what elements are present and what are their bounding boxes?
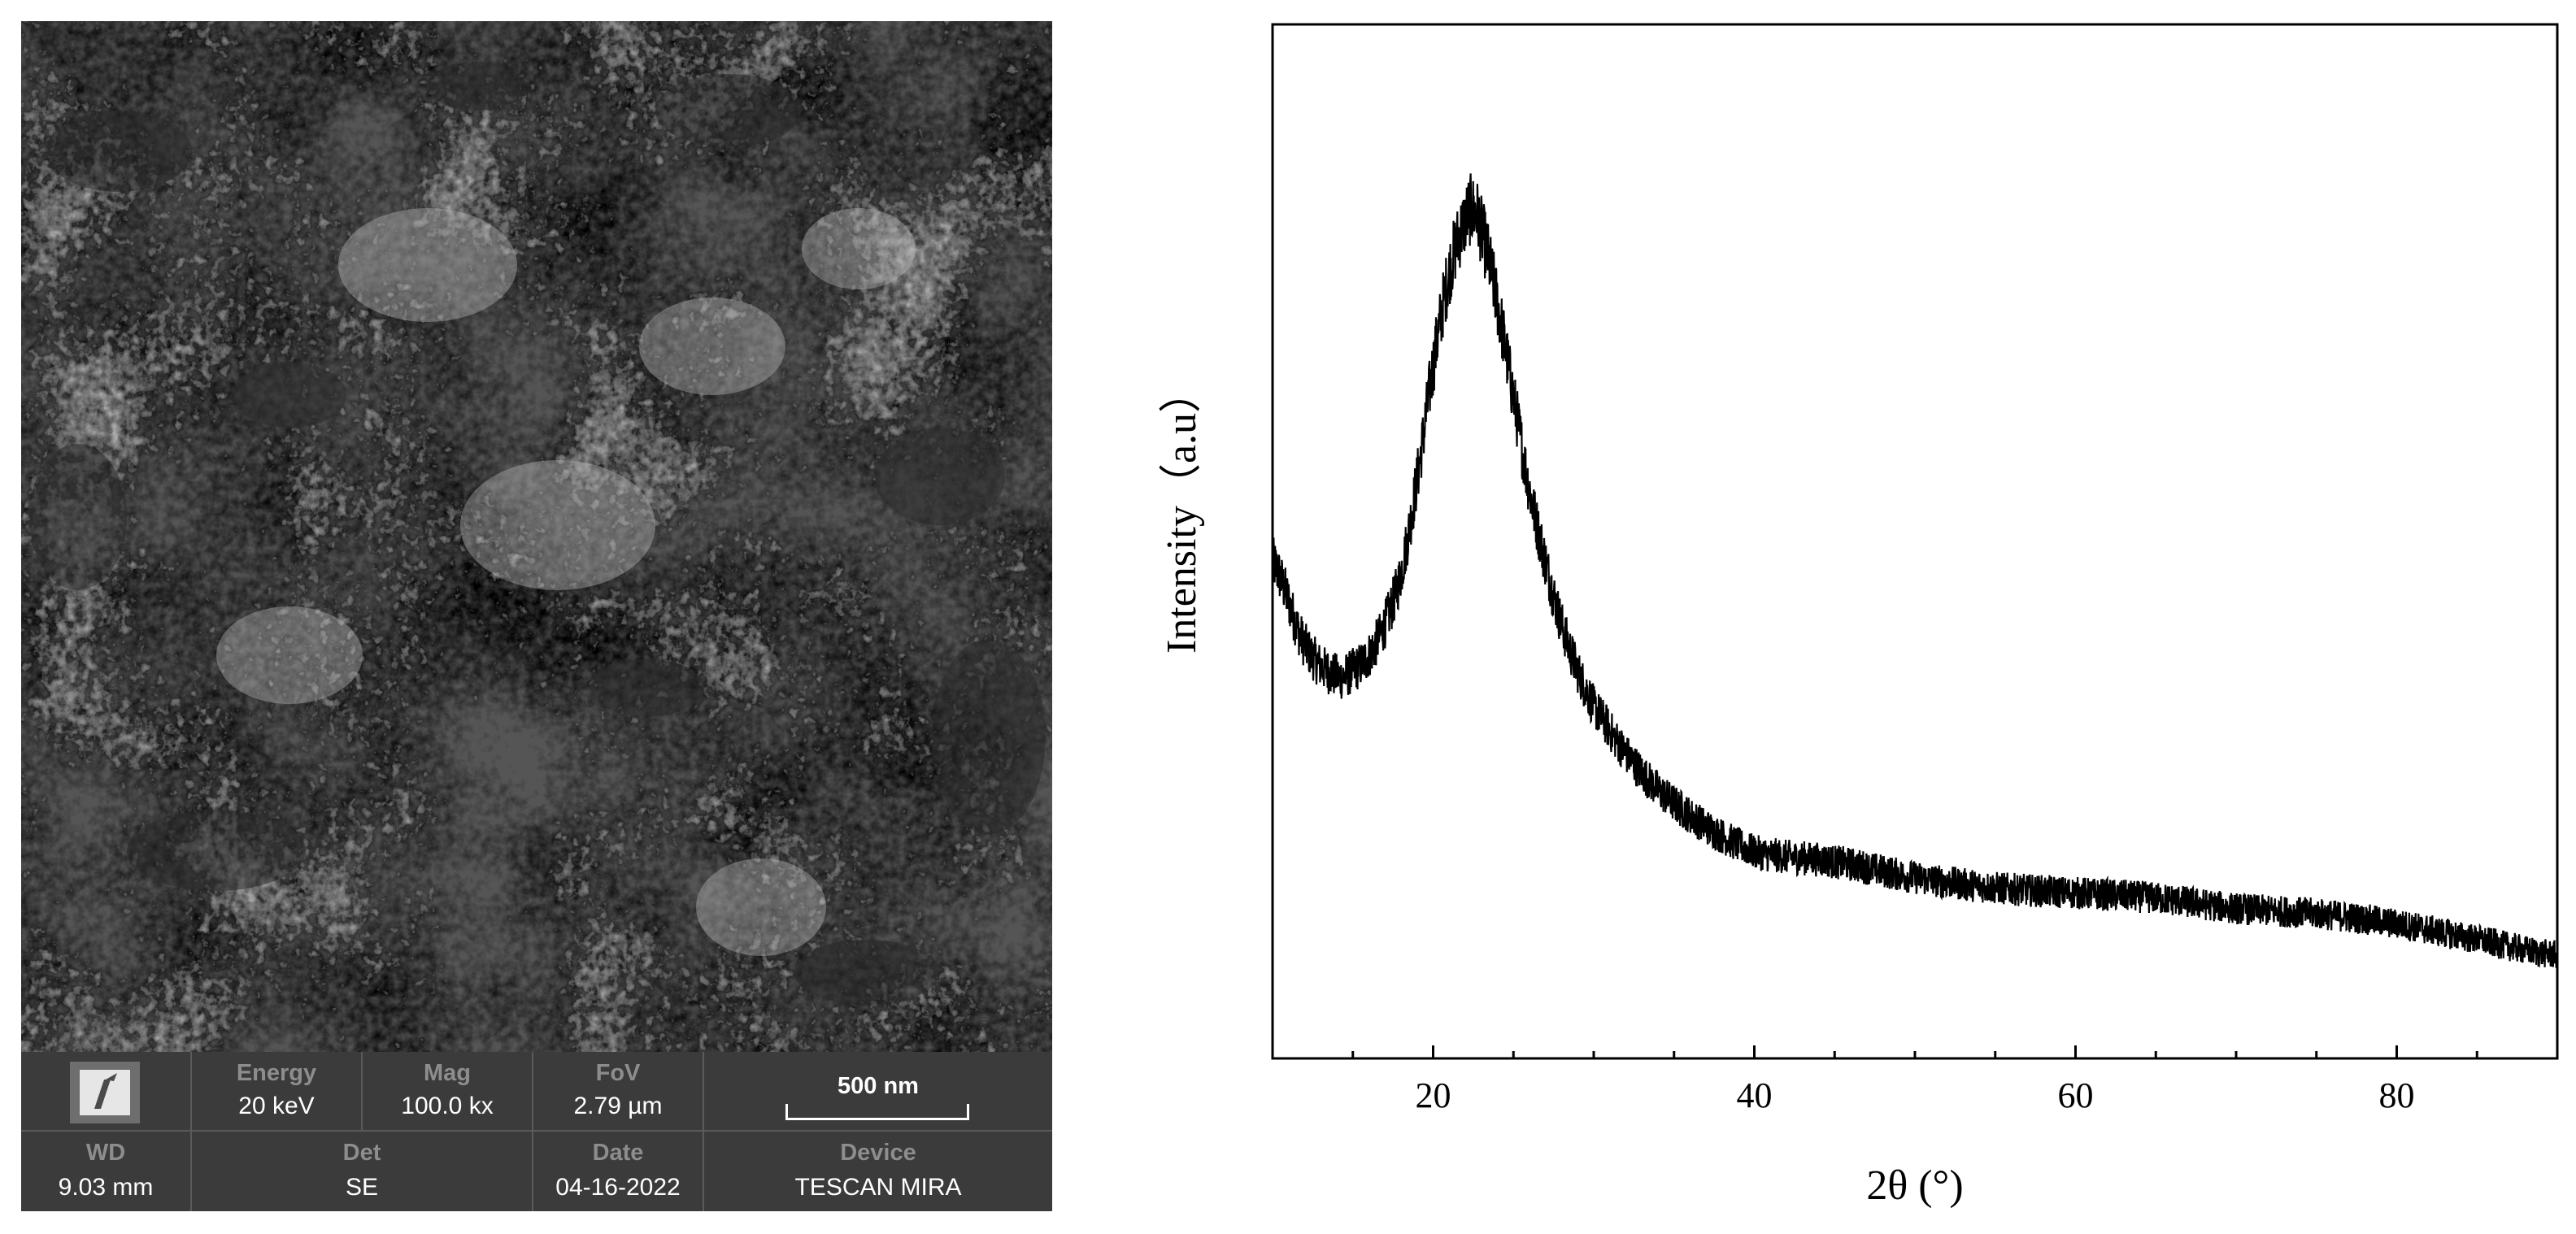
- tescan-logo: [70, 1062, 140, 1123]
- xrd-chart: 20 40 60 80 2θ (°) Intensity（a.u）: [1122, 0, 2576, 1234]
- series-line: [1271, 173, 2559, 968]
- x-tick-label: 20: [1416, 1075, 1451, 1115]
- xrd-chart-svg: 20 40 60 80 2θ (°) Intensity（a.u）: [1159, 23, 2559, 1209]
- y-axis-label: Intensity（a.u）: [1159, 371, 1205, 654]
- scale-bar-cell: 500 nm: [704, 1052, 1052, 1132]
- date-cell: Date 04-16-2022: [533, 1132, 704, 1211]
- sem-micrograph-texture: [21, 21, 1052, 1052]
- fov-cell: FoV 2.79 µm: [533, 1052, 704, 1132]
- scale-bar: [785, 1104, 969, 1120]
- x-axis-tick-labels: 20 40 60 80: [1416, 1075, 2415, 1115]
- energy-value: 20 keV: [238, 1093, 315, 1119]
- device-value: TESCAN MIRA: [794, 1174, 962, 1201]
- energy-cell: Energy 20 keV: [192, 1052, 363, 1132]
- device-cell: Device TESCAN MIRA: [704, 1132, 1052, 1211]
- date-label: Date: [592, 1140, 644, 1166]
- det-label: Det: [342, 1140, 381, 1166]
- fov-label: FoV: [595, 1060, 641, 1086]
- det-cell: Det SE: [192, 1132, 533, 1211]
- x-axis-ticks: [1351, 1045, 2478, 1058]
- wd-value: 9.03 mm: [58, 1174, 154, 1201]
- mag-value: 100.0 kx: [401, 1093, 494, 1119]
- x-tick-label: 40: [1737, 1075, 1773, 1115]
- logo-slash-icon: [94, 1073, 117, 1109]
- sem-panel: Energy 20 keV Mag 100.0 kx FoV 2.79 µm 5…: [21, 21, 1052, 1211]
- scale-bar-label: 500 nm: [838, 1073, 919, 1099]
- plot-frame: [1271, 23, 2559, 1060]
- energy-label: Energy: [236, 1060, 317, 1086]
- date-value: 04-16-2022: [555, 1174, 681, 1201]
- device-label: Device: [840, 1140, 916, 1166]
- sem-info-bar: Energy 20 keV Mag 100.0 kx FoV 2.79 µm 5…: [21, 1052, 1052, 1211]
- mag-cell: Mag 100.0 kx: [363, 1052, 533, 1132]
- logo-cell: [21, 1052, 192, 1132]
- x-axis-label: 2θ (°): [1866, 1162, 1963, 1209]
- sem-micrograph: [21, 21, 1052, 1052]
- x-tick-label: 60: [2058, 1075, 2094, 1115]
- mag-label: Mag: [424, 1060, 471, 1086]
- x-tick-label: 80: [2379, 1075, 2415, 1115]
- fov-value: 2.79 µm: [573, 1093, 663, 1119]
- det-value: SE: [345, 1174, 379, 1201]
- wd-cell: WD 9.03 mm: [21, 1132, 192, 1211]
- wd-label: WD: [85, 1140, 126, 1166]
